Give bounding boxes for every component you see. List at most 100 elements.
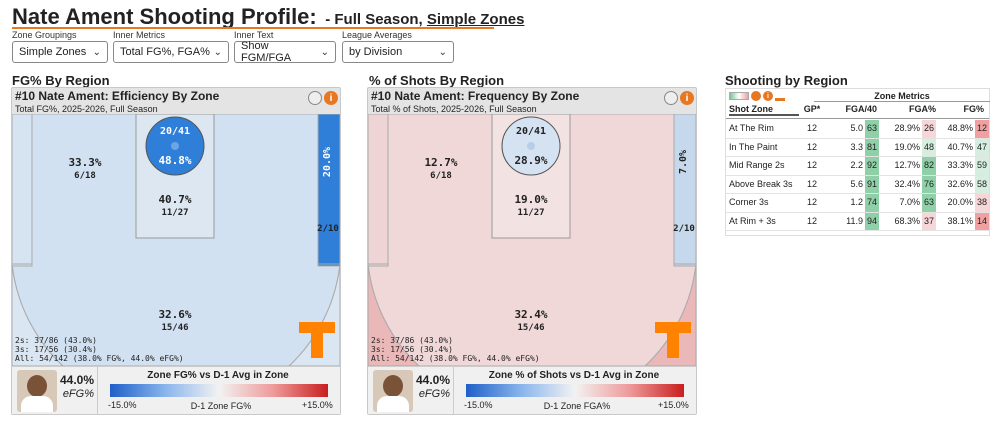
col-shot-zone[interactable]: Shot Zone: [729, 104, 799, 116]
left-corner-zone: [368, 114, 389, 267]
cell-fgap: 28.9%: [894, 123, 920, 133]
efficiency-card: #10 Nate Ament: Efficiency By Zone Total…: [11, 87, 341, 415]
info-icon[interactable]: i: [763, 91, 773, 101]
footer-all: All: 54/142 (38.0% FG%, 44.0% eFG%): [15, 354, 184, 363]
cell-fgap: 32.4%: [894, 178, 920, 189]
table-row: Above Break 3s 12 5.6 91 32.4% 76 32.6% 58: [726, 175, 989, 194]
toggle-icon[interactable]: [664, 91, 678, 105]
cell-fga40-pct: 91: [865, 175, 879, 193]
league-averages-select[interactable]: by Division ⌄: [342, 41, 454, 63]
cell-fgap-pct: 37: [922, 212, 936, 230]
cell-fg: 32.6%: [947, 178, 973, 189]
cell-fga40: 5.6: [850, 178, 863, 189]
page-subtitle: - Full Season,: [325, 11, 427, 28]
frequency-footer: 44.0% eFG% Zone % of Shots vs D-1 Avg in…: [368, 366, 696, 415]
corner-three-fraction: 2/10: [673, 224, 695, 234]
inner-metrics-value: Total FG%, FGA%: [120, 46, 210, 58]
cell-fgap-pct: 63: [922, 194, 936, 212]
right-corner-zone: [317, 114, 340, 267]
hoop-icon: [171, 142, 179, 150]
cell-zone: In The Paint: [729, 141, 778, 152]
three-fraction: 15/46: [161, 323, 188, 333]
footer-threes: 3s: 17/56 (30.4%): [15, 345, 97, 354]
inner-metrics-select[interactable]: Total FG%, FGA% ⌄: [113, 41, 229, 63]
page-title-row: Nate Ament Shooting Profile: - Full Seas…: [12, 4, 524, 30]
cell-gp: 12: [806, 178, 817, 189]
shots-by-region-title: % of Shots By Region: [369, 73, 505, 88]
cell-fg: 33.3%: [947, 160, 973, 170]
color-scale-icon[interactable]: [729, 92, 749, 100]
shooting-by-region-title: Shooting by Region: [725, 73, 848, 88]
three-value: 32.4%: [514, 308, 547, 321]
cell-fga40: 3.3: [850, 141, 863, 152]
efficiency-court: 20/41 48.8% 40.7% 11/27 33.3% 6/18 20.0%…: [12, 114, 340, 366]
cell-fga40: 1.2: [850, 197, 863, 207]
cell-fgap-pct: 48: [922, 138, 936, 156]
cell-fgap: 19.0%: [894, 141, 920, 152]
cell-fgap: 12.7%: [894, 160, 920, 170]
table-row: Mid Range 2s 12 2.2 92 12.7% 82 33.3% 59: [726, 157, 989, 176]
cell-fgap: 7.0%: [899, 197, 920, 207]
cell-gp: 12: [806, 197, 817, 207]
settings-icon[interactable]: [751, 91, 761, 101]
legend-mid: D-1 Zone FG%: [190, 401, 252, 411]
footer-all: All: 54/142 (38.0% FG%, 44.0% eFG%): [371, 354, 540, 363]
legend-max: +15.0%: [658, 400, 689, 410]
mid-range-value: 33.3%: [68, 156, 101, 169]
page-title: Nate Ament Shooting Profile:: [12, 4, 317, 29]
inner-text-value: Show FGM/FGA: [241, 40, 292, 64]
shooting-table: i Zone Metrics Shot Zone GP* FGA/40 FGA%…: [725, 88, 990, 236]
cell-zone: At Rim + 3s: [729, 215, 776, 226]
cell-zone: Corner 3s: [729, 197, 769, 207]
cell-fg-pct: 12: [975, 120, 989, 138]
info-icon[interactable]: i: [680, 91, 694, 105]
zone-groupings-select[interactable]: Simple Zones ⌄: [12, 41, 108, 63]
cell-fga40: 2.2: [850, 160, 863, 170]
inner-text-select[interactable]: Show FGM/FGA ⌄: [234, 40, 336, 64]
chevron-down-icon: ⌄: [320, 46, 329, 58]
corner-three-value: 7.0%: [678, 150, 689, 174]
cell-fga40-pct: 74: [865, 194, 879, 212]
avatar: [373, 370, 413, 412]
legend-gradient: [110, 384, 328, 397]
frequency-court: 20/41 28.9% 19.0% 11/27 12.7% 6/18 7.0% …: [368, 114, 696, 366]
tennessee-logo-icon: [299, 322, 335, 358]
league-averages-value: by Division: [349, 46, 403, 58]
cell-fg: 48.8%: [947, 123, 973, 133]
cell-gp: 12: [806, 160, 817, 170]
league-averages-label: League Averages: [342, 30, 412, 40]
cell-fga40-pct: 63: [865, 120, 879, 138]
legend-title: Zone % of Shots vs D-1 Avg in Zone: [488, 370, 660, 381]
rim-fraction: 20/41: [160, 126, 190, 137]
col-fga40[interactable]: FGA/40: [845, 104, 877, 114]
footer-twos: 2s: 37/86 (43.0%): [371, 336, 453, 345]
efficiency-footer: 44.0% eFG% Zone FG% vs D-1 Avg in Zone -…: [12, 366, 340, 415]
three-point-area: [12, 263, 340, 366]
info-icon[interactable]: i: [324, 91, 338, 105]
cell-fg-pct: 58: [975, 175, 989, 193]
paint-fraction: 11/27: [517, 208, 544, 218]
col-fg[interactable]: FG%: [963, 104, 984, 114]
col-gp[interactable]: GP*: [803, 104, 821, 114]
cell-fg: 38.1%: [947, 215, 973, 226]
col-fgap[interactable]: FGA%: [909, 104, 936, 114]
three-value: 32.6%: [158, 308, 191, 321]
frequency-card-title: #10 Nate Ament: Frequency By Zone: [371, 89, 580, 103]
zone-groupings-value: Simple Zones: [19, 46, 87, 58]
table-row: Corner 3s 12 1.2 74 7.0% 63 20.0% 38: [726, 194, 989, 213]
cell-fga40-pct: 94: [865, 212, 879, 230]
rim-fraction: 20/41: [516, 126, 546, 137]
download-icon[interactable]: [775, 91, 785, 101]
cell-gp: 12: [806, 141, 817, 152]
mid-range-value: 12.7%: [424, 156, 457, 169]
legend-min: -15.0%: [464, 400, 493, 410]
left-corner-zone: [12, 114, 33, 267]
toggle-icon[interactable]: [308, 91, 322, 105]
corner-three-fraction: 2/10: [317, 224, 339, 234]
rim-value: 28.9%: [514, 154, 547, 167]
table-row: In The Paint 12 3.3 81 19.0% 48 40.7% 47: [726, 138, 989, 157]
avatar: [17, 370, 57, 412]
efficiency-card-subtitle: Total FG%, 2025-2026, Full Season: [15, 104, 158, 114]
chevron-down-icon: ⌄: [92, 46, 101, 58]
cell-fgap: 68.3%: [894, 215, 920, 226]
